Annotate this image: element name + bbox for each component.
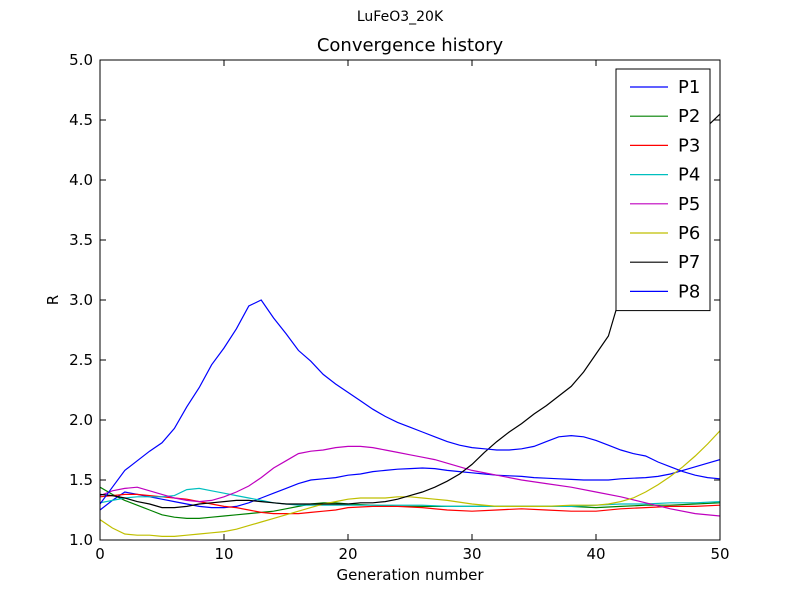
legend-label-p7: P7: [678, 252, 700, 273]
x-tick-label: 20: [338, 545, 357, 563]
x-tick-label: 10: [214, 545, 233, 563]
y-tick-label: 5.0: [69, 51, 93, 69]
y-tick-label: 2.0: [69, 411, 93, 429]
series-line-p2: [100, 486, 720, 520]
x-axis-label: Generation number: [337, 566, 485, 584]
y-tick-label: 3.5: [69, 231, 93, 249]
tick-layer: 0 10 20 30 40 50 1.0 1.5 2.0 2.5 3.0 3.5 4.0 4.5 5.0: [69, 51, 729, 563]
chart-title: Convergence history: [316, 35, 504, 56]
y-tick-label: 1.5: [69, 471, 93, 489]
legend-label-p1: P1: [678, 77, 700, 98]
legend-label-p3: P3: [678, 135, 700, 156]
legend-label-p5: P5: [678, 194, 700, 215]
legend-box: [615, 68, 711, 312]
x-tick-label: 40: [586, 545, 605, 563]
y-tick-label: 4.5: [69, 111, 93, 129]
y-tick-label: 3.0: [69, 291, 93, 309]
legend-label-p8: P8: [678, 281, 700, 302]
x-tick-label: 0: [95, 545, 105, 563]
legend-label-p6: P6: [678, 223, 700, 244]
y-tick-label: 1.0: [69, 531, 93, 549]
series-line-p6: [100, 430, 720, 538]
series-line-p1: [100, 459, 720, 511]
legend-label-p2: P2: [678, 106, 700, 127]
legend: P1 P2 P3 P4 P5 P6 P7 P8: [615, 68, 711, 312]
series-line-p8: [100, 299, 720, 505]
x-tick-label: 50: [710, 545, 729, 563]
figure-suptitle: LuFeO3_20K: [356, 9, 444, 25]
y-tick-label: 2.5: [69, 351, 93, 369]
y-axis-label: R: [44, 295, 62, 305]
y-tick-label: 4.0: [69, 171, 93, 189]
series-line-p5: [100, 445, 720, 517]
legend-label-p4: P4: [678, 165, 700, 186]
x-tick-label: 30: [462, 545, 481, 563]
